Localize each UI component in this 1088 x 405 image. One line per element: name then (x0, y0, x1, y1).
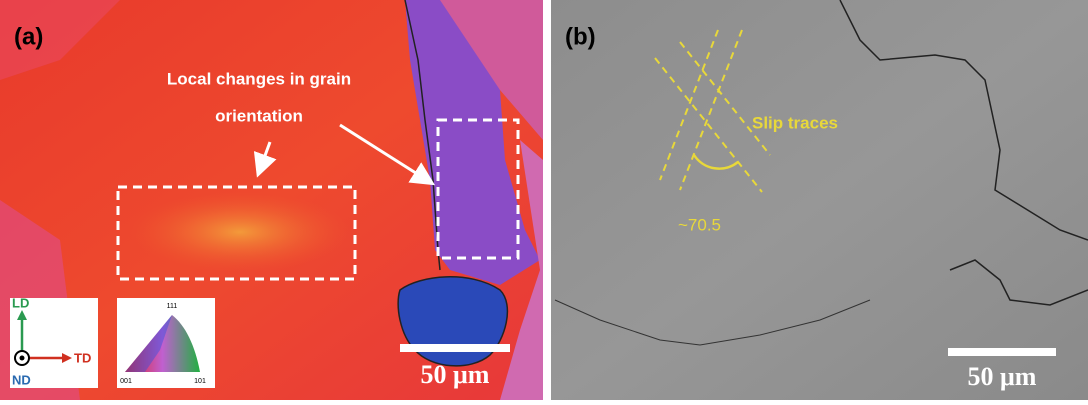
panel-label: (b) (565, 23, 596, 50)
axis-label: ND (12, 372, 31, 387)
scale-bar-label: 50 μm (968, 362, 1037, 391)
angle-label: ~70.5 (678, 215, 721, 234)
ipf-label: 111 (167, 303, 178, 310)
sem-image (551, 0, 1088, 400)
axis-label: LD (12, 295, 29, 310)
annotation: Local changes in grain (167, 69, 351, 88)
ipf-label: 001 (120, 378, 132, 385)
panel-label: (a) (14, 23, 43, 50)
figure: Local changes in grain orientation (a) L… (0, 0, 1088, 400)
scale-bar-label: 50 μm (421, 360, 490, 389)
axis-label: TD (74, 350, 91, 365)
ipf-label: 101 (194, 378, 206, 385)
panel-a: Local changes in grain orientation (a) L… (0, 0, 543, 400)
annotation: Slip traces (752, 113, 838, 132)
panel-b: Slip traces ~70.5 (b) 50 μm (551, 0, 1088, 400)
annotation: orientation (215, 106, 303, 125)
orientation-change (130, 192, 350, 272)
axis-out (20, 356, 25, 361)
